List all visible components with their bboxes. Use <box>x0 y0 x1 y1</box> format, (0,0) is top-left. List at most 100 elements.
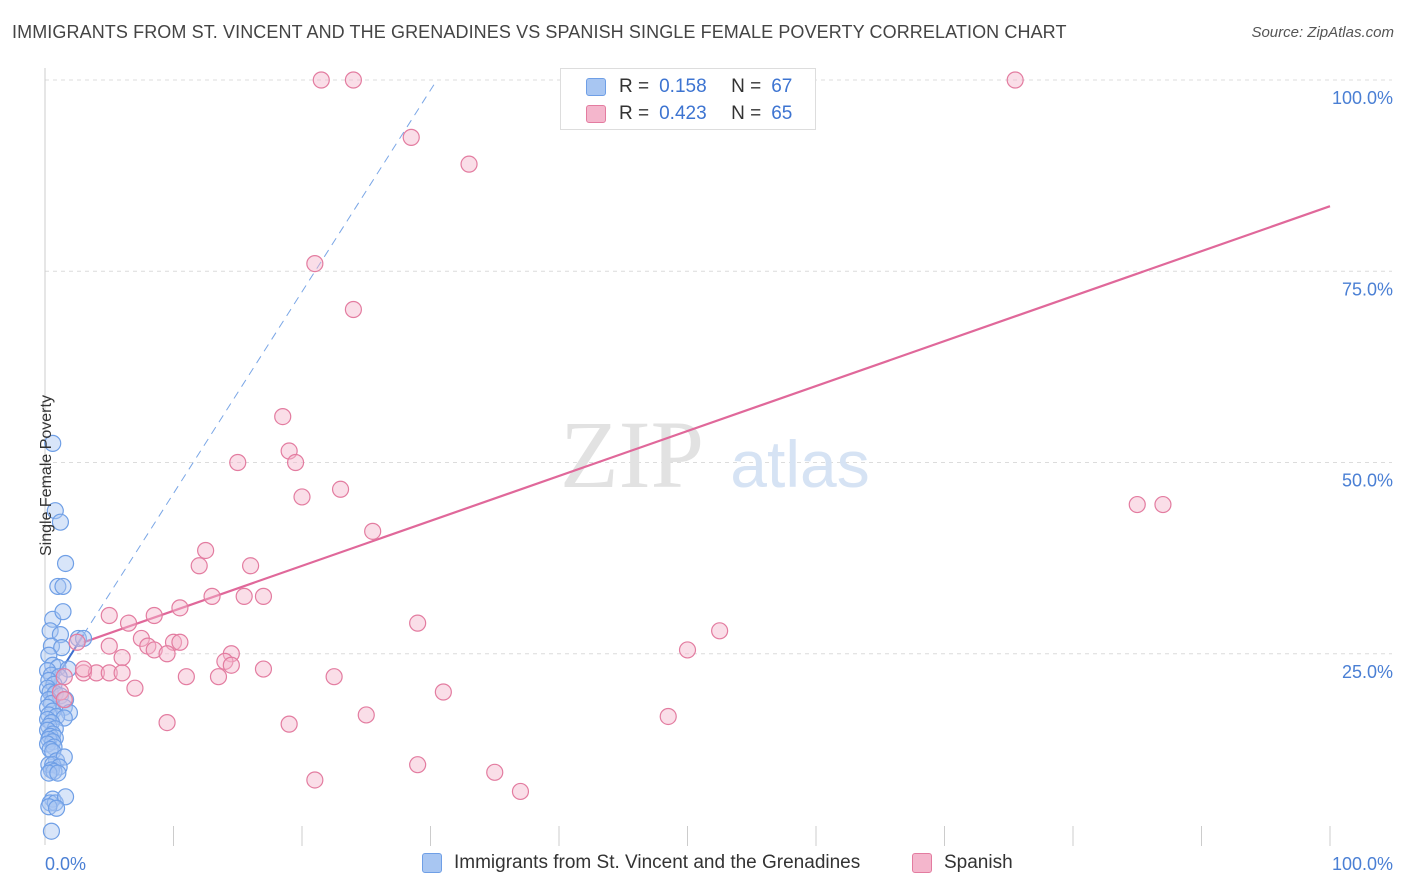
legend-n-value: 67 <box>771 76 793 97</box>
legend-swatch-spanish <box>912 853 932 873</box>
point-spanish-41 <box>87 664 106 682</box>
point-immigrants-64 <box>56 788 75 806</box>
point-immigrants-3 <box>56 554 75 573</box>
point-spanish-6 <box>460 155 478 173</box>
point-spanish-36 <box>113 648 131 667</box>
point-spanish-55 <box>434 683 452 701</box>
point-spanish-19 <box>190 557 208 575</box>
point-immigrants-5 <box>54 577 72 596</box>
legend-n-label: N = <box>731 103 762 124</box>
point-spanish-38 <box>158 645 176 663</box>
point-immigrants-58 <box>40 764 58 782</box>
point-spanish-13 <box>293 488 311 506</box>
point-spanish-21 <box>203 587 221 605</box>
point-spanish-24 <box>171 599 189 617</box>
point-spanish-12 <box>229 453 247 472</box>
point-spanish-45 <box>209 668 228 686</box>
point-spanish-20 <box>242 557 260 575</box>
point-immigrants-65 <box>47 799 66 817</box>
point-spanish-54 <box>126 679 144 697</box>
point-spanish-53 <box>74 660 93 678</box>
point-spanish-14 <box>331 480 350 498</box>
chart-title: IMMIGRANTS FROM ST. VINCENT AND THE GREN… <box>12 22 1067 42</box>
point-spanish-25 <box>100 606 118 625</box>
y-axis-label: Single Female Poverty <box>38 395 55 556</box>
point-spanish-44 <box>177 668 195 686</box>
legend-r-value: 0.158 <box>659 76 707 97</box>
point-spanish-7 <box>306 255 324 273</box>
legend-item-immigrants: Immigrants from St. Vincent and the Gren… <box>422 852 860 874</box>
point-spanish-63 <box>306 771 324 789</box>
legend-label-spanish: Spanish <box>944 852 1013 873</box>
trend-line-spanish <box>83 205 1331 644</box>
point-spanish-50 <box>678 641 697 659</box>
point-spanish-56 <box>55 691 73 709</box>
tick-labels: 25.0% 50.0% 75.0% 100.0% 0.0% 100.0% <box>45 88 1393 874</box>
point-spanish-40 <box>74 664 93 682</box>
point-spanish-16 <box>1154 495 1172 514</box>
point-spanish-29 <box>711 622 729 640</box>
point-spanish-35 <box>100 637 118 655</box>
point-spanish-26 <box>145 606 163 625</box>
y-tick-label-2: 75.0% <box>1342 279 1393 299</box>
source-credit: Source: ZipAtlas.com <box>1251 24 1394 41</box>
legend-n-value: 65 <box>771 103 793 124</box>
watermark-zip: ZIP <box>560 401 704 508</box>
y-tick-label-1: 50.0% <box>1342 471 1393 491</box>
point-spanish-15 <box>1128 495 1146 514</box>
point-immigrants-2 <box>51 513 70 531</box>
y-tick-label-3: 100.0% <box>1332 88 1393 108</box>
point-spanish-43 <box>113 664 131 682</box>
point-spanish-60 <box>659 707 677 726</box>
point-spanish-28 <box>409 614 427 632</box>
legend-r-label: R = <box>619 76 650 97</box>
trend-lines <box>44 79 1331 697</box>
point-spanish-34 <box>68 633 86 651</box>
legend-swatch-spanish <box>586 105 606 123</box>
legend-r-value: 0.423 <box>659 103 707 124</box>
point-immigrants-7 <box>54 603 72 621</box>
x-tick-label-1: 100.0% <box>1332 854 1393 874</box>
point-spanish-57 <box>158 713 176 732</box>
legend-label-immigrants: Immigrants from St. Vincent and the Gren… <box>454 852 861 873</box>
point-spanish-61 <box>409 756 427 774</box>
point-immigrants-4 <box>49 577 67 596</box>
point-spanish-8 <box>344 300 362 319</box>
point-spanish-22 <box>254 587 273 605</box>
point-immigrants-9 <box>51 626 70 644</box>
point-spanish-5 <box>402 128 420 146</box>
point-spanish-1 <box>344 71 362 89</box>
point-spanish-49 <box>325 668 343 686</box>
point-spanish-32 <box>171 633 189 651</box>
point-spanish-27 <box>119 614 138 632</box>
point-spanish-48 <box>254 660 273 678</box>
grid-lines <box>45 79 1392 655</box>
point-spanish-3 <box>1006 71 1024 89</box>
point-spanish-59 <box>357 706 375 724</box>
point-spanish-0 <box>312 71 330 89</box>
point-spanish-51 <box>55 668 73 686</box>
point-spanish-18 <box>197 541 215 560</box>
point-spanish-11 <box>286 453 305 472</box>
data-points <box>38 71 1172 840</box>
point-spanish-47 <box>222 656 240 674</box>
legend-item-spanish: Spanish <box>912 852 1013 874</box>
point-immigrants-66 <box>42 822 61 840</box>
legend-swatch-immigrants <box>422 853 442 873</box>
correlation-legend: R = 0.158 N = 67 R = 0.423 N = 65 <box>560 68 816 130</box>
point-spanish-62 <box>486 763 504 781</box>
legend-row-spanish: R = 0.423 N = 65 <box>586 102 793 126</box>
legend-row-immigrants: R = 0.158 N = 67 <box>586 75 793 99</box>
point-immigrants-59 <box>49 764 67 782</box>
point-spanish-42 <box>100 664 118 682</box>
y-tick-label-0: 25.0% <box>1342 662 1393 682</box>
watermark: ZIP atlas <box>560 401 870 508</box>
point-immigrants-0 <box>44 434 62 452</box>
legend-swatch-immigrants <box>586 78 606 96</box>
watermark-atlas: atlas <box>730 427 869 501</box>
trend-line-immigrants-extension <box>83 79 438 635</box>
point-spanish-23 <box>235 587 253 605</box>
legend-r-label: R = <box>619 103 650 124</box>
point-immigrants-13 <box>53 639 71 657</box>
series-legend: Immigrants from St. Vincent and the Gren… <box>0 852 1406 876</box>
